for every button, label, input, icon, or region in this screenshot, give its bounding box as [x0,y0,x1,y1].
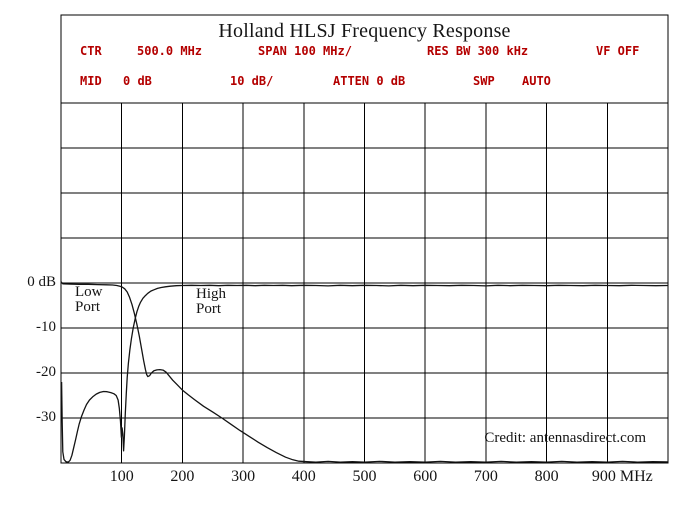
swp-value: AUTO [522,74,551,88]
y-tick-label: 0 dB [27,274,56,290]
vf-setting: VF OFF [596,44,640,58]
y-tick-label: -20 [36,364,56,380]
ctr-value: 500.0 MHz [137,44,203,58]
low-port-annotation-line2: Port [75,299,101,315]
atten-setting: ATTEN 0 dB [333,74,406,88]
x-tick-label: 600 [413,468,438,485]
ctr-label: CTR [80,44,102,58]
x-tick-label: 400 [291,468,316,485]
x-tick-label: 300 [231,468,256,485]
swp-label: SWP [473,74,495,88]
y-tick-label: -30 [36,409,56,425]
low-port-annotation: Low Port [75,285,103,315]
credit-text: Credit: antennasdirect.com [484,430,646,446]
high-port-annotation-line2: Port [196,301,222,317]
trace-low-port [60,281,669,463]
span-setting: SPAN 100 MHz/ [258,44,352,58]
mid-label: MID [80,74,102,88]
screen-border [60,14,669,464]
trace-high-port [60,284,669,463]
x-tick-label: 200 [170,468,195,485]
x-tick-label: 100 [109,468,134,485]
chart-title: Holland HLSJ Frequency Response [218,20,511,42]
x-tick-label: 800 [534,468,559,485]
high-port-annotation: High Port [196,287,226,317]
x-tick-label: 500 [352,468,377,485]
mid-value: 0 dB [123,74,152,88]
res-bw-setting: RES BW 300 kHz [427,44,529,58]
x-tick-label: 900 MHz [591,468,653,485]
scale-setting: 10 dB/ [230,74,274,88]
low-port-annotation-line1: Low [75,284,103,300]
high-port-annotation-line1: High [196,286,226,302]
y-tick-label: -10 [36,319,56,335]
x-tick-label: 700 [473,468,498,485]
